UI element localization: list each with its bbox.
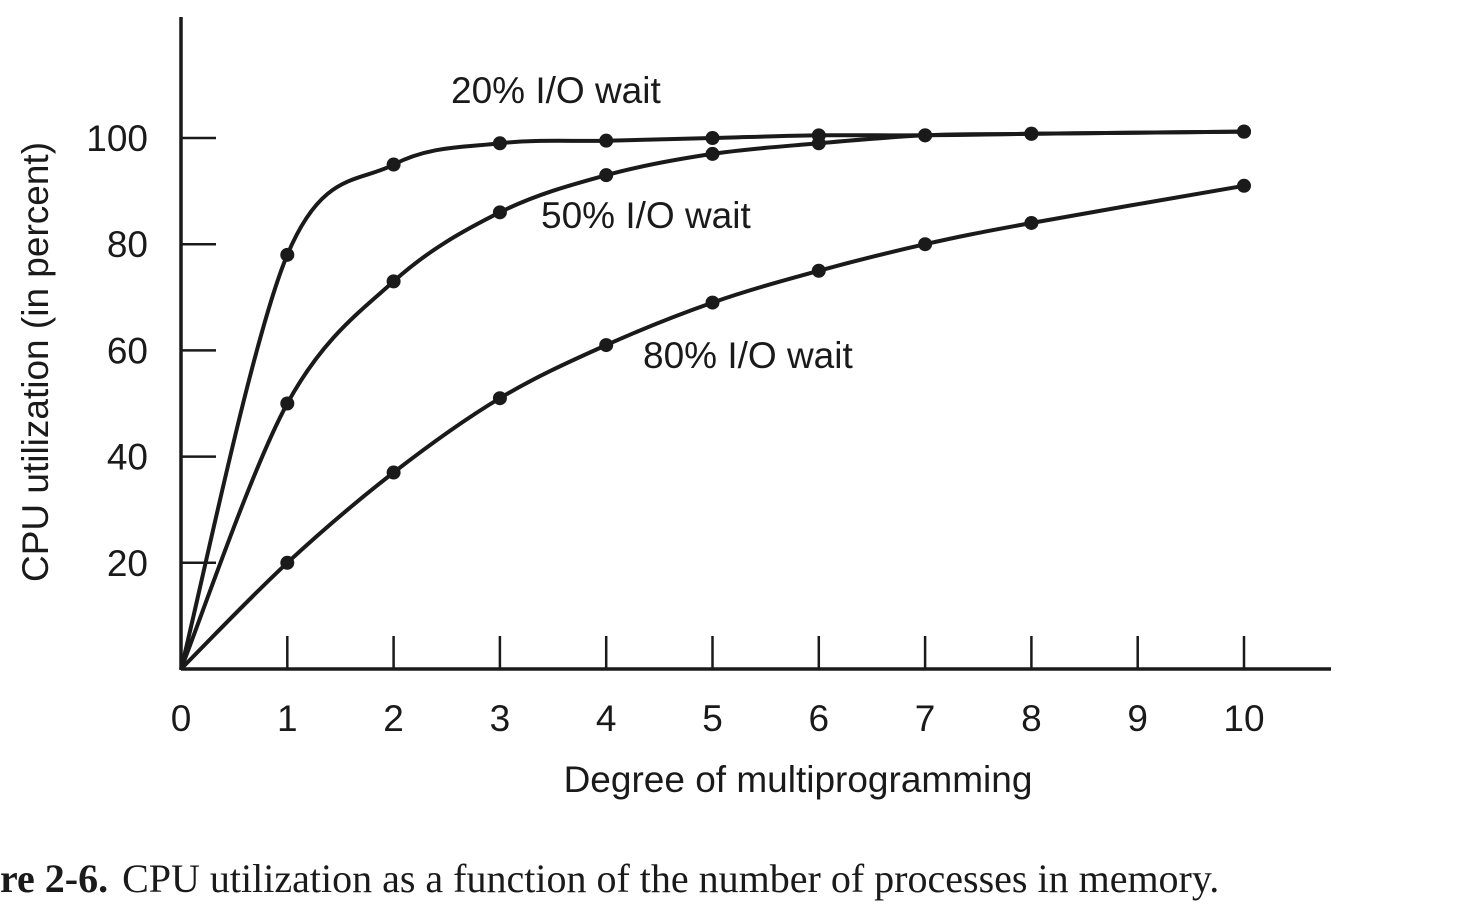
data-point-50 xyxy=(599,168,614,183)
x-tick-label: 3 xyxy=(490,698,511,739)
y-tick-label: 100 xyxy=(86,118,148,159)
data-point-20 xyxy=(386,157,401,172)
y-tick-label: 80 xyxy=(107,224,148,265)
x-tick-label: 7 xyxy=(915,698,936,739)
data-point-80 xyxy=(1024,215,1039,230)
series-line-50 xyxy=(179,129,1245,670)
data-point-50 xyxy=(811,136,826,151)
series-label-20: 20% I/O wait xyxy=(451,70,661,111)
caption-text: CPU utilization as a function of the num… xyxy=(122,856,1219,901)
data-point-80 xyxy=(280,555,295,570)
x-tick-label: 2 xyxy=(383,698,404,739)
y-tick-label: 40 xyxy=(107,437,148,478)
series-label-50: 50% I/O wait xyxy=(541,195,751,236)
data-point-20 xyxy=(705,131,720,145)
data-point-80 xyxy=(918,237,933,252)
data-point-80 xyxy=(386,465,401,480)
y-tick-label: 60 xyxy=(107,330,148,371)
x-tick-label: 9 xyxy=(1127,698,1148,739)
x-tick-label: 5 xyxy=(702,698,723,739)
data-point-50 xyxy=(492,205,507,220)
data-point-50 xyxy=(386,274,401,289)
x-tick-label: 1 xyxy=(277,698,298,739)
data-point-80 xyxy=(811,263,826,278)
data-point-50 xyxy=(280,396,295,411)
data-point-50 xyxy=(1237,124,1251,139)
data-point-50 xyxy=(1024,126,1039,141)
x-tick-label: 10 xyxy=(1223,698,1264,739)
x-tick-label: 8 xyxy=(1021,698,1042,739)
caption-label: re 2-6. xyxy=(0,856,108,901)
x-tick-label: 4 xyxy=(596,698,617,739)
svg-text:re 2-6.CPU utilization as a fu: re 2-6. CPU utilization as a function of … xyxy=(0,856,1219,901)
data-point-20 xyxy=(599,133,614,148)
data-point-20 xyxy=(492,136,507,151)
data-point-20 xyxy=(280,247,295,262)
x-tick-label: 6 xyxy=(809,698,830,739)
axes xyxy=(179,17,1331,671)
series-line-80 xyxy=(179,183,1245,671)
data-point-80 xyxy=(705,295,720,310)
data-point-80 xyxy=(492,391,507,406)
ticks: 0 1 2 3 4 5 6 7 8 9 10 20 40 60 80 100 xyxy=(86,118,1264,739)
data-point-50 xyxy=(918,128,933,143)
x-tick-label: 0 xyxy=(171,698,192,739)
series-points xyxy=(280,124,1251,570)
data-point-80 xyxy=(599,338,614,353)
data-point-50 xyxy=(705,146,720,161)
series-label-80: 80% I/O wait xyxy=(643,335,853,376)
y-tick-label: 20 xyxy=(107,543,148,584)
x-axis-title: Degree of multiprogramming xyxy=(564,759,1033,800)
figure-caption: re 2-6. CPU utilization as a function of … xyxy=(0,856,1219,901)
data-point-80 xyxy=(1237,178,1251,193)
y-axis-title: CPU utilization (in percent) xyxy=(15,142,56,582)
